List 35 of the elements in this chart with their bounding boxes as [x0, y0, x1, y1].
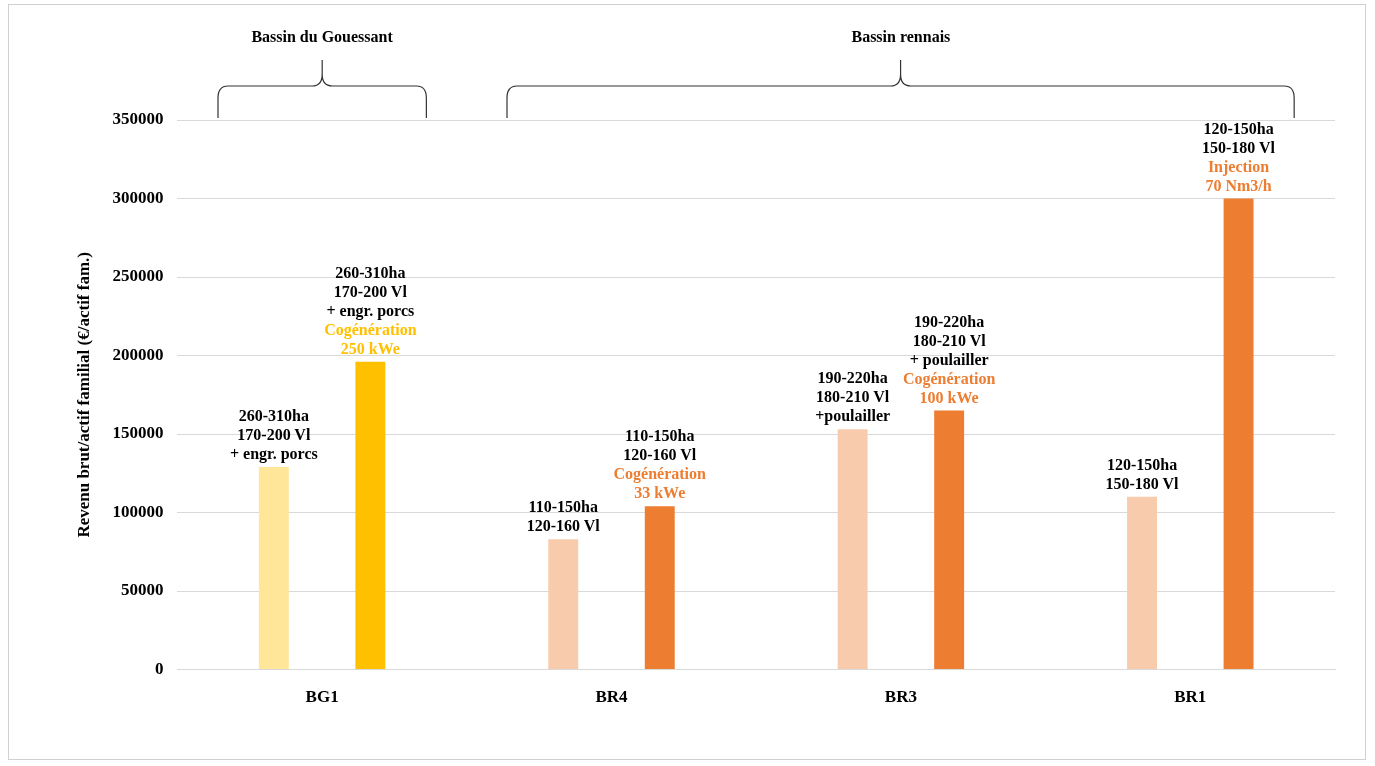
- y-tick-label: 200000: [112, 344, 164, 364]
- data-label: 260-310ha 170-200 Vl + engr. porcs: [326, 262, 415, 320]
- y-axis-title: Revenu brut/actif familial (€/actif fam.): [73, 251, 93, 538]
- data-label: 120-150ha 150-180 Vl: [1202, 118, 1276, 157]
- y-tick-label: 0: [154, 658, 164, 678]
- data-label: 110-150ha 120-160 Vl: [623, 426, 697, 465]
- y-tick-label: 250000: [112, 266, 164, 286]
- data-label: 190-220ha 180-210 Vl +poulailler: [815, 368, 891, 426]
- y-tick-label: 350000: [112, 109, 164, 129]
- text: Bassin du Gouessant: [251, 28, 393, 46]
- text: Bassin rennais: [851, 28, 951, 46]
- y-tick-label: 300000: [112, 187, 164, 207]
- data-label: 190-220ha 180-210 Vl + poulailler: [909, 311, 989, 369]
- annotation: Injection 70 Nm3/h: [1205, 156, 1272, 195]
- data-label: 260-310ha 170-200 Vl + engr. porcs: [229, 406, 318, 464]
- x-tick-label: BR1: [1174, 687, 1207, 707]
- bar: [548, 539, 579, 670]
- x-tick-label: BR4: [595, 687, 629, 707]
- y-tick-label: 150000: [112, 423, 164, 443]
- data-label: 110-150ha 120-160 Vl: [526, 497, 600, 536]
- bar: [355, 361, 386, 670]
- bar: [837, 429, 868, 670]
- bar: [644, 506, 675, 670]
- annotation: Cogénération 100 kWe: [902, 369, 996, 407]
- bar: [934, 410, 965, 670]
- y-tick-label: 100000: [112, 501, 164, 521]
- bar: [1127, 496, 1157, 670]
- bar: [258, 467, 289, 670]
- x-tick-label: BR3: [884, 687, 917, 707]
- x-tick-label: BG1: [305, 687, 339, 707]
- annotation: Cogénération 33 kWe: [613, 464, 706, 503]
- bar: [1223, 198, 1254, 670]
- annotation: Cogénération 250 kWe: [324, 320, 417, 358]
- y-tick-label: 50000: [120, 580, 164, 600]
- data-label: 120-150ha 150-180 Vl: [1105, 454, 1179, 493]
